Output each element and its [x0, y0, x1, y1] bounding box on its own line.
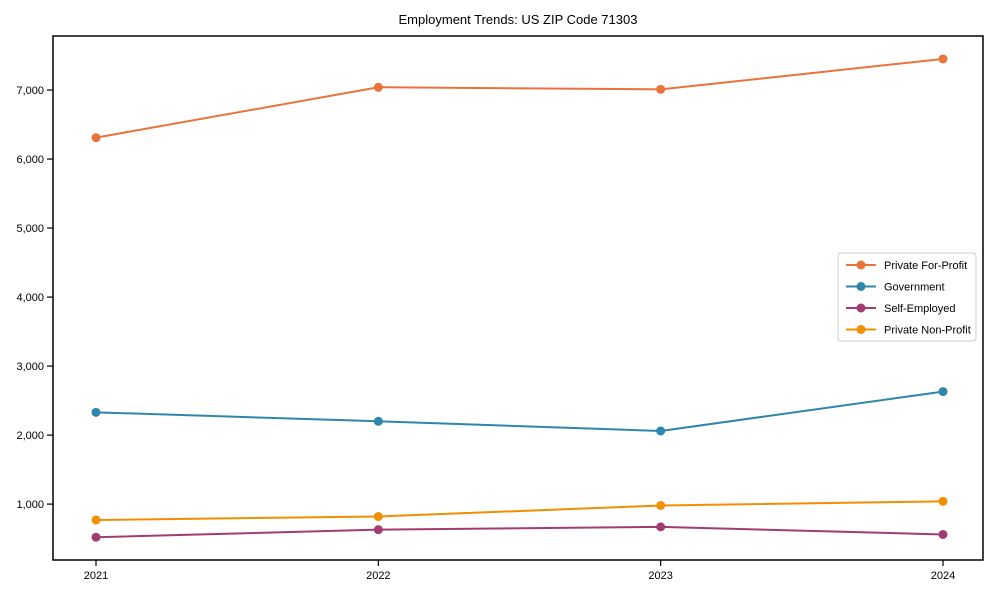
data-point-marker: [91, 515, 101, 525]
legend-item: Private Non-Profit: [846, 324, 971, 336]
series-line: [95, 525, 944, 539]
y-axis-tick-label: 2,000: [16, 430, 44, 442]
legend-marker-dot: [856, 325, 866, 334]
legend-marker-dot: [856, 260, 866, 270]
data-point-marker: [91, 532, 101, 542]
series-government: [91, 387, 948, 436]
y-axis-tick-label: 4,000: [16, 292, 44, 304]
data-point-marker: [656, 522, 666, 532]
data-point-marker: [91, 407, 101, 417]
data-point-marker: [938, 387, 948, 397]
series-private-for-profit: [91, 54, 948, 143]
data-point-marker: [656, 84, 666, 94]
legend-item: Private For-Profit: [846, 260, 967, 272]
legend-label: Private For-Profit: [884, 260, 967, 272]
y-axis: 1,000 2,000 3,000 4,000 5,000 6,000 7,000: [16, 85, 53, 511]
plot-frame: [52, 35, 984, 561]
data-point-marker: [938, 529, 948, 539]
x-axis: 2021 2022 2023 2024: [84, 560, 955, 582]
data-point-marker: [938, 54, 948, 64]
y-axis-tick-label: 3,000: [16, 361, 44, 373]
legend-box: [837, 252, 977, 342]
legend-item: Self-Employed: [846, 303, 956, 315]
legend-label: Self-Employed: [884, 303, 956, 315]
y-axis-tick-label: 1,000: [16, 499, 44, 511]
legend-marker-dot: [856, 303, 866, 313]
legend-item: Government: [846, 281, 945, 293]
data-point-marker: [373, 512, 383, 522]
legend: Private For-Profit Government Self-Employe…: [837, 252, 977, 342]
y-axis-tick-label: 7,000: [16, 85, 44, 97]
series-self-employed: [91, 522, 948, 542]
data-point-marker: [91, 133, 101, 143]
legend-marker-dot: [856, 282, 866, 291]
data-point-marker: [656, 426, 666, 436]
series-line: [95, 500, 944, 521]
x-axis-tick-label: 2021: [84, 570, 108, 582]
data-point-marker: [373, 416, 383, 426]
series-private-non-profit: [91, 496, 948, 525]
legend-label: Government: [884, 281, 945, 293]
data-point-marker: [373, 82, 383, 92]
data-point-marker: [656, 500, 666, 510]
data-point-marker: [938, 496, 948, 506]
x-axis-tick-label: 2023: [648, 570, 672, 582]
y-axis-tick-label: 6,000: [16, 154, 44, 166]
chart-title: Employment Trends: US ZIP Code 71303: [398, 12, 638, 27]
y-axis-tick-label: 5,000: [16, 223, 44, 235]
series-line: [95, 390, 944, 432]
x-axis-tick-label: 2022: [366, 570, 390, 582]
series-line: [95, 57, 944, 139]
legend-label: Private Non-Profit: [884, 324, 971, 336]
x-axis-tick-label: 2024: [931, 570, 955, 582]
data-point-marker: [373, 525, 383, 535]
